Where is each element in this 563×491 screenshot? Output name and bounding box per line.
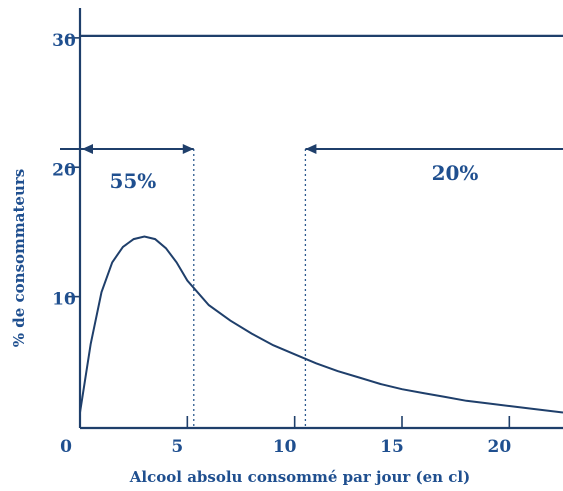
arrow-55-right-head (182, 144, 194, 154)
x-tick-label: 10 (273, 437, 297, 457)
arrow-20-head (305, 144, 317, 154)
x-axis-label: Alcool absolu consommé par jour (en cl) (129, 468, 470, 486)
x-tick-label: 15 (380, 437, 404, 457)
x-tick-label: 5 (171, 437, 183, 457)
y-axis-label: % de consommateurs (10, 169, 28, 347)
y-tick-label: 30 (52, 31, 76, 51)
y-tick-label: 10 (52, 290, 76, 310)
x-tick-label: 0 (60, 437, 72, 457)
axes (78, 8, 563, 430)
annotations: 55% 20% (60, 144, 563, 193)
arrow-55-left-head (82, 144, 93, 154)
y-tick-label: 20 (52, 160, 76, 180)
guides (193, 149, 307, 428)
distribution-curve (79, 235, 563, 414)
curve-layer (79, 235, 563, 414)
ticks: 0 5 10 15 20 10 20 30 (52, 31, 511, 457)
annotation-55-label: 55% (109, 169, 156, 193)
annotation-20-label: 20% (432, 161, 479, 185)
x-tick-label: 20 (487, 437, 511, 457)
